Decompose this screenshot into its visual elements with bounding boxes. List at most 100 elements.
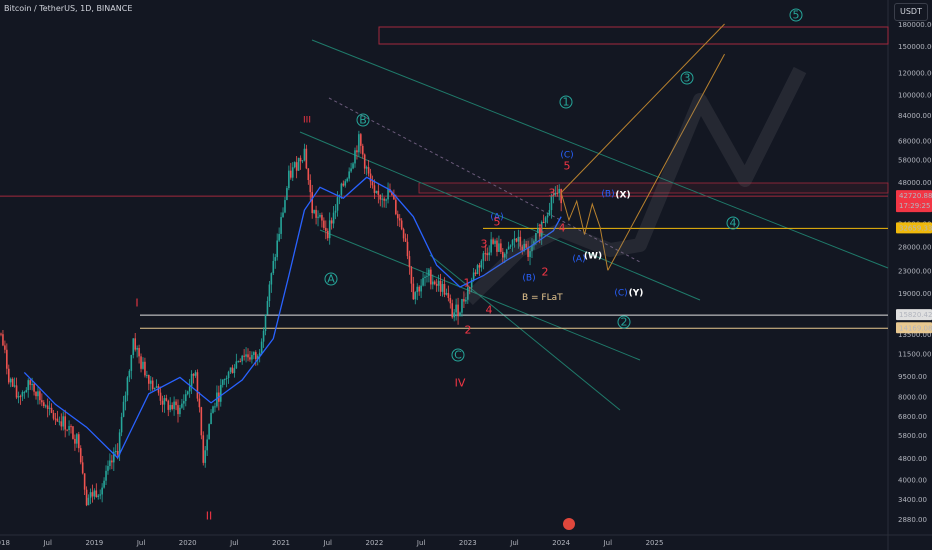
candle-body: [122, 401, 125, 417]
candle-body: [101, 487, 103, 495]
candle-body: [54, 418, 57, 420]
resistance-zone-box: [378, 26, 889, 45]
currency-button[interactable]: USDT: [894, 3, 928, 21]
candle-body: [467, 287, 469, 300]
candle-body: [103, 480, 105, 488]
candle-body: [198, 398, 201, 408]
wave-label: 1: [538, 223, 545, 236]
candle-body: [163, 398, 166, 405]
candle-body: [521, 246, 524, 251]
candle-body: [68, 426, 70, 430]
candle-body: [301, 160, 304, 162]
candle-body: [412, 283, 415, 300]
candle-body: [105, 470, 107, 481]
candle-body: [13, 385, 16, 387]
candle-body: [420, 285, 422, 292]
candle-body: [4, 345, 6, 350]
candle-body: [290, 170, 292, 178]
candle-body: [148, 375, 150, 384]
candle-body: [535, 232, 537, 242]
price-tick-label: 11500.00: [898, 350, 931, 358]
candle-body: [280, 217, 282, 234]
candle-body: [416, 286, 419, 293]
candle-body: [93, 490, 96, 497]
wave-label: 3: [481, 238, 488, 251]
candle-body: [72, 426, 74, 439]
candle-body: [254, 352, 257, 360]
candle-body: [165, 398, 168, 401]
candle-body: [360, 134, 362, 146]
candle-body: [214, 406, 216, 408]
candle-body: [431, 281, 434, 285]
candle-body: [550, 195, 553, 211]
candle-body: [445, 293, 448, 295]
candle-body: [387, 188, 389, 200]
wave-label: (W): [584, 252, 602, 262]
candle-body: [219, 384, 222, 402]
candle-body: [474, 272, 477, 274]
price-level-value: 14169.08: [899, 324, 932, 332]
candle-body: [204, 450, 207, 463]
price-tick-label: 48000.00: [898, 179, 931, 187]
price-tick-label: 13500.00: [898, 331, 931, 339]
candle-body: [50, 407, 53, 413]
candle-body: [237, 361, 240, 363]
candle-body: [480, 260, 483, 268]
candle-body: [455, 304, 457, 313]
candle-body: [515, 238, 518, 242]
candle-body: [19, 396, 22, 398]
candle-body: [328, 220, 331, 239]
candle-body: [544, 217, 547, 223]
time-tick-label: Jul: [509, 539, 519, 547]
candle-body: [537, 228, 539, 233]
candle-body: [132, 338, 135, 355]
candle-body: [548, 210, 551, 216]
trend-channel-line: [328, 97, 641, 263]
candle-body: [393, 195, 395, 200]
time-tick-label: 2022: [366, 539, 384, 547]
candle-body: [136, 347, 138, 350]
price-tick-label: 68000.00: [898, 138, 931, 146]
candle-body: [2, 334, 4, 346]
candle-body: [398, 218, 401, 221]
time-tick-label: 2023: [459, 539, 477, 547]
candle-body: [307, 168, 310, 181]
candle-body: [87, 497, 90, 506]
candle-body: [39, 391, 41, 401]
candle-body: [260, 341, 263, 353]
candle-body: [245, 354, 247, 357]
price-tick-label: 5800.00: [898, 432, 927, 440]
wave-label-circle: [617, 315, 631, 329]
candle-body: [404, 238, 407, 242]
candle-body: [373, 185, 376, 193]
candle-body: [288, 170, 290, 189]
candle-body: [505, 249, 508, 254]
price-tick-label: 2880.00: [898, 516, 927, 524]
price-level-tag: [896, 190, 932, 213]
wave-label: 4: [486, 304, 493, 317]
candle-body: [11, 378, 14, 387]
wave-label: (C): [560, 151, 573, 161]
candle-body: [542, 222, 545, 224]
candle-body: [268, 284, 271, 302]
wave-label-circle: [451, 348, 465, 362]
candle-body: [500, 243, 502, 252]
candle-body: [171, 404, 173, 410]
candle-body: [159, 392, 162, 401]
candle-body: [336, 197, 339, 211]
trend-channel-line: [319, 229, 641, 361]
candle-body: [468, 287, 471, 289]
candle-body: [470, 279, 473, 288]
wave-label: 3: [549, 187, 556, 200]
wave-label: 2: [465, 324, 472, 337]
candle-body: [453, 312, 455, 318]
candle-body: [478, 265, 481, 268]
candle-body: [229, 367, 232, 372]
wave-label: 5: [564, 160, 571, 173]
candle-body: [276, 240, 278, 258]
candle-body: [157, 386, 160, 393]
candle-body: [249, 357, 251, 360]
candle-body: [560, 188, 562, 204]
wave-label: C: [454, 349, 462, 362]
